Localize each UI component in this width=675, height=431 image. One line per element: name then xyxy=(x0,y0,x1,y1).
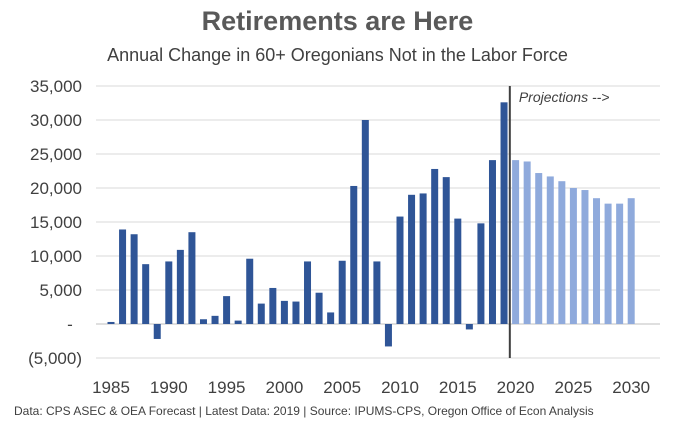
historical-bar-2018 xyxy=(488,160,496,324)
historical-bar-2005 xyxy=(338,260,346,324)
bars xyxy=(107,102,635,347)
projected-bar-2020 xyxy=(512,160,520,324)
historical-bar-2008 xyxy=(373,261,381,324)
historical-bar-2016 xyxy=(465,324,473,330)
x-tick-label: 1995 xyxy=(208,378,246,397)
y-tick-label: 35,000 xyxy=(30,77,82,96)
historical-bar-1986 xyxy=(119,229,127,324)
historical-bar-1999 xyxy=(269,287,277,324)
historical-bar-1998 xyxy=(257,303,265,324)
x-tick-label: 1985 xyxy=(92,378,130,397)
historical-bar-2000 xyxy=(280,300,288,324)
historical-bar-1988 xyxy=(142,264,150,324)
historical-bar-2007 xyxy=(361,120,369,324)
y-tick-label: 10,000 xyxy=(30,247,82,266)
historical-bar-1985 xyxy=(107,321,115,324)
historical-bar-2003 xyxy=(315,292,323,324)
projected-bar-2028 xyxy=(604,203,612,324)
projected-bar-2030 xyxy=(627,198,635,324)
historical-bar-2011 xyxy=(408,194,416,324)
y-tick-label: 25,000 xyxy=(30,145,82,164)
historical-bar-2019 xyxy=(500,102,508,324)
historical-bar-2009 xyxy=(384,324,392,347)
chart-title: Retirements are Here xyxy=(201,6,474,36)
projected-bar-2023 xyxy=(546,176,554,324)
projected-bar-2022 xyxy=(535,173,543,324)
projected-bar-2029 xyxy=(616,203,624,324)
x-tick-label: 2020 xyxy=(497,378,535,397)
x-tick-label: 2005 xyxy=(323,378,361,397)
y-tick-label: - xyxy=(67,315,73,334)
y-tick-label: 15,000 xyxy=(30,213,82,232)
x-axis: 1985 1990 1995 2000 2005 2010 2015 2020 2025 2030 xyxy=(92,378,650,397)
historical-bar-2012 xyxy=(419,193,427,324)
y-axis: 35,000 30,000 25,000 20,000 15,000 10,000 5,00… xyxy=(28,77,82,368)
historical-bar-2017 xyxy=(477,223,485,324)
historical-bar-2010 xyxy=(396,216,404,324)
historical-bar-1989 xyxy=(153,324,161,339)
y-tick-label: 5,000 xyxy=(39,281,82,300)
chart-footer: Data: CPS ASEC & OEA Forecast | Latest D… xyxy=(14,404,594,418)
historical-bar-2013 xyxy=(431,168,439,324)
projection-annotation: Projections --> xyxy=(519,89,610,105)
x-tick-label: 2030 xyxy=(612,378,650,397)
y-tick-label: 30,000 xyxy=(30,111,82,130)
historical-bar-1997 xyxy=(246,258,254,324)
x-tick-label: 1990 xyxy=(150,378,188,397)
x-tick-label: 2000 xyxy=(265,378,303,397)
projected-bar-2021 xyxy=(523,161,531,324)
x-tick-label: 2025 xyxy=(554,378,592,397)
historical-bar-2002 xyxy=(304,261,312,324)
projected-bar-2027 xyxy=(593,198,601,324)
historical-bar-1992 xyxy=(188,232,196,324)
historical-bar-2014 xyxy=(442,177,450,324)
historical-bar-2006 xyxy=(350,185,358,324)
historical-bar-1990 xyxy=(165,261,173,324)
x-tick-label: 2010 xyxy=(381,378,419,397)
x-tick-label: 2015 xyxy=(439,378,477,397)
historical-bar-1994 xyxy=(211,315,219,324)
historical-bar-2015 xyxy=(454,218,462,324)
historical-bar-1991 xyxy=(176,249,184,324)
chart-subtitle: Annual Change in 60+ Oregonians Not in t… xyxy=(107,45,568,65)
y-tick-label: (5,000) xyxy=(28,349,82,368)
projected-bar-2025 xyxy=(569,188,577,324)
y-tick-label: 20,000 xyxy=(30,179,82,198)
historical-bar-2001 xyxy=(292,301,300,324)
historical-bar-1987 xyxy=(130,234,138,324)
projected-bar-2024 xyxy=(558,181,566,324)
historical-bar-1995 xyxy=(223,296,231,324)
projected-bar-2026 xyxy=(581,190,589,324)
historical-bar-2004 xyxy=(327,312,335,324)
historical-bar-1993 xyxy=(199,319,207,324)
historical-bar-1996 xyxy=(234,320,242,324)
